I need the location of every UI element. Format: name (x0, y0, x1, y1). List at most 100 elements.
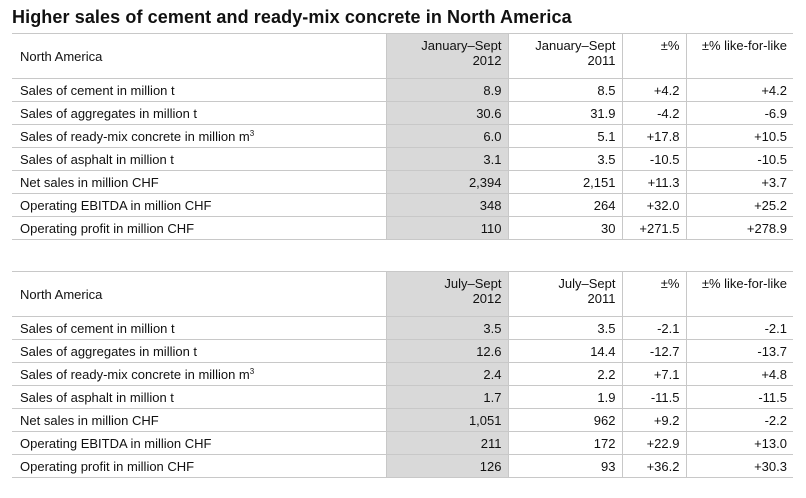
like-for-like-value: +13.0 (685, 431, 793, 455)
prior-value: 962 (507, 408, 622, 432)
current-value: 126 (385, 454, 508, 478)
row-label-text: Net sales in million CHF (20, 412, 159, 428)
current-value: 6.0 (385, 124, 508, 148)
change-value: +9.2 (621, 408, 686, 432)
change-value: +7.1 (621, 362, 686, 386)
like-for-like-value: +3.7 (685, 170, 793, 194)
table-row: Operating profit in million CHF 110 30 +271… (12, 216, 793, 240)
region-header: North America (12, 271, 386, 317)
like-for-like-header: ±% like-for-like (685, 271, 793, 317)
change-value: +271.5 (621, 216, 686, 240)
row-label: Sales of asphalt in million t (12, 385, 386, 409)
change-value: -12.7 (621, 339, 686, 363)
change-value: -10.5 (621, 147, 686, 171)
year-label: 2011 (587, 291, 616, 306)
year-label: 2012 (472, 53, 502, 68)
current-value: 110 (385, 216, 508, 240)
change-header: ±% (621, 33, 686, 79)
prior-period-header: July–Sept 2011 (507, 271, 622, 317)
row-label: Sales of cement in million t (12, 78, 386, 102)
change-value: +11.3 (621, 170, 686, 194)
table-row: Sales of asphalt in million t 3.1 3.5 -10.5… (12, 147, 793, 171)
row-label-text: Sales of ready-mix concrete in million m (20, 366, 250, 382)
header-row: North America January–Sept 2012 January–Sep… (12, 33, 793, 79)
like-for-like-value: -6.9 (685, 101, 793, 125)
change-value: -11.5 (621, 385, 686, 409)
table-row: Sales of aggregates in million t 12.6 14.4… (12, 339, 793, 363)
row-label: Sales of ready-mix concrete in million m… (12, 362, 386, 386)
prior-value: 3.5 (507, 147, 622, 171)
current-value: 8.9 (385, 78, 508, 102)
row-label-text: Sales of cement in million t (20, 320, 175, 336)
unit-superscript: 3 (249, 366, 255, 376)
row-label: Operating EBITDA in million CHF (12, 193, 386, 217)
period-label: January–Sept (421, 38, 502, 53)
like-for-like-value: +4.8 (685, 362, 793, 386)
table-row: Net sales in million CHF 1,051 962 +9.2 -2.2 (12, 408, 793, 432)
prior-value: 2,151 (507, 170, 622, 194)
change-value: +22.9 (621, 431, 686, 455)
table-row: Operating EBITDA in million CHF 348 264 +32… (12, 193, 793, 217)
prior-value: 31.9 (507, 101, 622, 125)
row-label-text: Sales of aggregates in million t (20, 343, 198, 359)
prior-value: 2.2 (507, 362, 622, 386)
header-row: North America July–Sept 2012 July–Sept 2011 ±… (12, 271, 793, 317)
row-label-text: Sales of asphalt in million t (20, 389, 174, 405)
like-for-like-value: +278.9 (685, 216, 793, 240)
prior-period-header: January–Sept 2011 (507, 33, 622, 79)
prior-value: 30 (507, 216, 622, 240)
table-row: Sales of ready-mix concrete in million m… (12, 362, 793, 386)
period-label: July–Sept (444, 276, 502, 291)
unit-superscript: 3 (249, 128, 255, 138)
change-value: +36.2 (621, 454, 686, 478)
nine-month-table: North America January–Sept 2012 January–Sep… (12, 33, 793, 240)
year-label: 2012 (472, 291, 502, 306)
period-label: January–Sept (535, 38, 616, 53)
like-for-like-value: +4.2 (685, 78, 793, 102)
row-label: Sales of asphalt in million t (12, 147, 386, 171)
like-for-like-value: -2.1 (685, 316, 793, 340)
table-row: Sales of cement in million t 3.5 3.5 -2.1 -2… (12, 316, 793, 340)
table-row: Sales of asphalt in million t 1.7 1.9 -11.5… (12, 385, 793, 409)
current-value: 3.1 (385, 147, 508, 171)
row-label-text: Operating profit in million CHF (20, 220, 195, 236)
like-for-like-value: -13.7 (685, 339, 793, 363)
row-label-text: Operating EBITDA in million CHF (20, 435, 212, 451)
current-value: 2.4 (385, 362, 508, 386)
prior-value: 264 (507, 193, 622, 217)
like-for-like-value: +10.5 (685, 124, 793, 148)
row-label: Sales of aggregates in million t (12, 339, 386, 363)
row-label: Operating EBITDA in million CHF (12, 431, 386, 455)
prior-value: 5.1 (507, 124, 622, 148)
current-value: 348 (385, 193, 508, 217)
row-label: Operating profit in million CHF (12, 454, 386, 478)
prior-value: 172 (507, 431, 622, 455)
prior-value: 14.4 (507, 339, 622, 363)
third-quarter-table: North America July–Sept 2012 July–Sept 2011 ±… (12, 271, 793, 478)
like-for-like-value: -11.5 (685, 385, 793, 409)
row-label: Net sales in million CHF (12, 170, 386, 194)
like-for-like-value: -2.2 (685, 408, 793, 432)
prior-value: 93 (507, 454, 622, 478)
row-label-text: Sales of asphalt in million t (20, 151, 174, 167)
prior-value: 1.9 (507, 385, 622, 409)
change-value: -2.1 (621, 316, 686, 340)
region-header: North America (12, 33, 386, 79)
current-value: 3.5 (385, 316, 508, 340)
row-label: Sales of ready-mix concrete in million m… (12, 124, 386, 148)
change-value: +32.0 (621, 193, 686, 217)
table-row: Sales of ready-mix concrete in million m… (12, 124, 793, 148)
current-value: 1,051 (385, 408, 508, 432)
like-for-like-value: +30.3 (685, 454, 793, 478)
row-label-text: Operating profit in million CHF (20, 458, 195, 474)
row-label: Sales of cement in million t (12, 316, 386, 340)
table-row: Sales of aggregates in million t 30.6 31.9… (12, 101, 793, 125)
current-period-header: July–Sept 2012 (385, 271, 508, 317)
row-label-text: Sales of ready-mix concrete in million m (20, 128, 250, 144)
prior-value: 3.5 (507, 316, 622, 340)
page-title: Higher sales of cement and ready-mix con… (12, 7, 572, 27)
table-row: Sales of cement in million t 8.9 8.5 +4.2 +4… (12, 78, 793, 102)
change-value: -4.2 (621, 101, 686, 125)
like-for-like-value: -10.5 (685, 147, 793, 171)
row-label: Net sales in million CHF (12, 408, 386, 432)
